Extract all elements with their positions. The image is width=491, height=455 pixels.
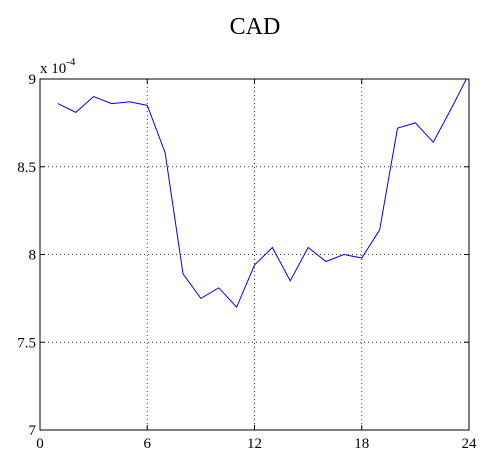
- y-tick-label: 8.5: [17, 160, 36, 176]
- plot-frame: [39, 78, 470, 431]
- y-tick-label: 7: [29, 423, 37, 439]
- y-tick-label: 7.5: [17, 335, 36, 351]
- x-tick-label: 24: [462, 436, 478, 452]
- x-tick-label: 0: [36, 436, 44, 452]
- y-tick-label: 8: [29, 248, 37, 264]
- multiplier-exponent: -4: [66, 56, 76, 68]
- chart-title: CAD: [230, 14, 281, 40]
- multiplier-base: x 10: [40, 61, 66, 77]
- x-tick-label: 6: [144, 436, 152, 452]
- x-tick-label: 12: [247, 436, 262, 452]
- y-multiplier: x 10-4: [40, 56, 76, 77]
- x-tick-label: 18: [354, 436, 369, 452]
- plot-area: [57, 79, 467, 309]
- y-tick-label: 9: [29, 72, 37, 88]
- data-line: [57, 79, 467, 309]
